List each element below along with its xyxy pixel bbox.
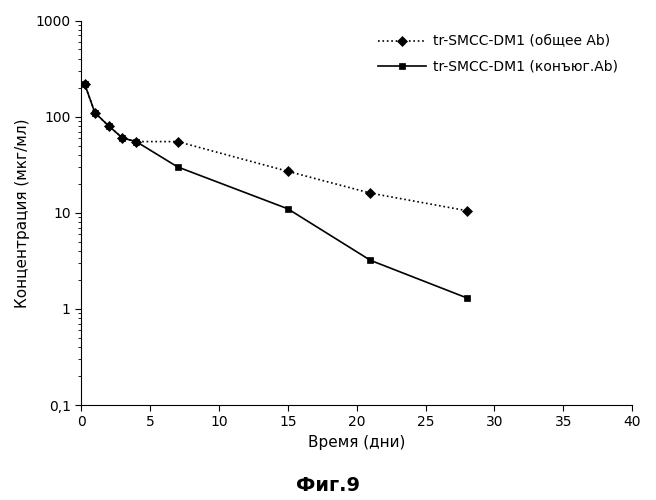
tr-SMCC-DM1 (конъюг.Ab) [119, 135, 127, 141]
tr-SMCC-DM1 (конъюг.Ab) [174, 164, 182, 170]
tr-SMCC-DM1 (общее Ab) [284, 168, 292, 174]
Line: tr-SMCC-DM1 (конъюг.Ab): tr-SMCC-DM1 (конъюг.Ab) [81, 80, 470, 302]
tr-SMCC-DM1 (общее Ab) [133, 138, 140, 144]
Line: tr-SMCC-DM1 (общее Ab): tr-SMCC-DM1 (общее Ab) [81, 80, 470, 214]
tr-SMCC-DM1 (конъюг.Ab) [463, 295, 471, 301]
tr-SMCC-DM1 (общее Ab) [105, 123, 113, 129]
tr-SMCC-DM1 (общее Ab) [463, 208, 471, 214]
Y-axis label: Концентрация (мкг/мл): Концентрация (мкг/мл) [15, 118, 30, 308]
tr-SMCC-DM1 (общее Ab) [91, 110, 99, 116]
tr-SMCC-DM1 (конъюг.Ab) [91, 110, 99, 116]
Legend: tr-SMCC-DM1 (общее Ab), tr-SMCC-DM1 (конъюг.Ab): tr-SMCC-DM1 (общее Ab), tr-SMCC-DM1 (кон… [371, 28, 625, 80]
tr-SMCC-DM1 (конъюг.Ab) [105, 123, 113, 129]
Text: Фиг.9: Фиг.9 [296, 476, 360, 495]
tr-SMCC-DM1 (конъюг.Ab) [284, 206, 292, 212]
X-axis label: Время (дни): Время (дни) [308, 435, 405, 450]
tr-SMCC-DM1 (общее Ab) [174, 138, 182, 144]
tr-SMCC-DM1 (конъюг.Ab) [367, 258, 375, 264]
tr-SMCC-DM1 (общее Ab) [367, 190, 375, 196]
tr-SMCC-DM1 (общее Ab) [119, 135, 127, 141]
tr-SMCC-DM1 (конъюг.Ab) [81, 80, 89, 86]
tr-SMCC-DM1 (общее Ab) [81, 80, 89, 86]
tr-SMCC-DM1 (конъюг.Ab) [133, 138, 140, 144]
